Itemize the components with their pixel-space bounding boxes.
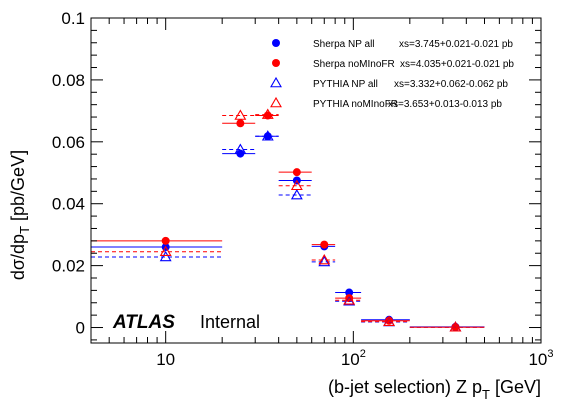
legend-label: Sherpa noMInoFR (313, 59, 395, 70)
x-axis-label-main: (b-jet selection) Z p (328, 377, 482, 397)
data-point (383, 315, 396, 326)
legend-marker (270, 96, 282, 108)
legend-xs: xs=3.332+0.062-0.062 pb (394, 79, 508, 90)
y-tick-label: 0.02 (52, 257, 85, 276)
data-point (318, 253, 331, 265)
internal-label: Internal (200, 312, 260, 332)
legend-marker (272, 59, 280, 67)
x-axis-label-unit: [GeV] (490, 377, 541, 397)
data-point (261, 108, 274, 119)
data-point (290, 179, 303, 191)
x-tick-label-base: 10 (341, 350, 360, 369)
y-axis-label-main: dσ/dp (8, 234, 28, 280)
legend-marker (272, 39, 280, 47)
x-tick-label-base: 10 (528, 350, 547, 369)
y-axis-label-unit: [pb/GeV] (8, 150, 28, 226)
x-axis-label: (b-jet selection) Z pT [GeV] (328, 377, 541, 402)
x-tick-label: 102 (341, 348, 366, 369)
data-point (234, 143, 247, 154)
y-tick-label: 0.08 (52, 71, 85, 90)
legend-xs: xs=4.035+0.021-0.021 pb (400, 59, 514, 70)
data-point (292, 168, 301, 177)
data-point (234, 109, 247, 120)
data-point (261, 130, 274, 141)
x-tick-label: 10 (156, 350, 175, 369)
x-tick-label-exponent: 3 (547, 348, 553, 360)
data-point (343, 294, 356, 305)
series-pythia-nominofr (91, 108, 485, 332)
legend-label: PYTHIA noMInoFR (313, 99, 398, 110)
y-tick-label: 0.1 (61, 9, 85, 28)
data-point (385, 316, 394, 325)
legend: Sherpa NP all xs=3.745+0.021-0.021 pb Sher… (270, 39, 514, 110)
y-tick-label: 0 (76, 319, 85, 338)
axes: 00.020.040.060.080.110 102 103 (52, 9, 554, 369)
atlas-label: ATLAS (112, 312, 175, 333)
data-point (159, 245, 172, 256)
legend-label: Sherpa NP all (313, 39, 375, 50)
legend-xs: xs=3.653+0.013-0.013 pb (388, 99, 502, 110)
data-point (449, 321, 462, 332)
data-point (290, 188, 303, 200)
plot-marks (91, 108, 485, 332)
data-point (318, 255, 331, 267)
legend-marker (270, 76, 282, 88)
x-axis-label-sub: T (482, 387, 490, 402)
data-point (320, 240, 329, 249)
y-axis-label: dσ/dpT [pb/GeV] (8, 150, 32, 280)
plot-frame (90, 17, 542, 344)
y-tick-label: 0.04 (52, 195, 85, 214)
legend-label: PYTHIA NP all (313, 79, 378, 90)
data-point (345, 288, 354, 297)
x-tick-label-exponent: 2 (360, 348, 366, 360)
x-tick-label-base: 10 (156, 350, 175, 369)
data-point (161, 236, 170, 245)
x-tick-label: 103 (528, 348, 553, 369)
legend-xs: xs=3.745+0.021-0.021 pb (399, 39, 513, 50)
svg-text:dσ/dpT [pb/GeV]: dσ/dpT [pb/GeV] (8, 150, 32, 280)
y-axis-label-sub: T (17, 226, 32, 234)
data-point (236, 119, 245, 128)
y-tick-label: 0.06 (52, 133, 85, 152)
data-point (159, 250, 172, 262)
